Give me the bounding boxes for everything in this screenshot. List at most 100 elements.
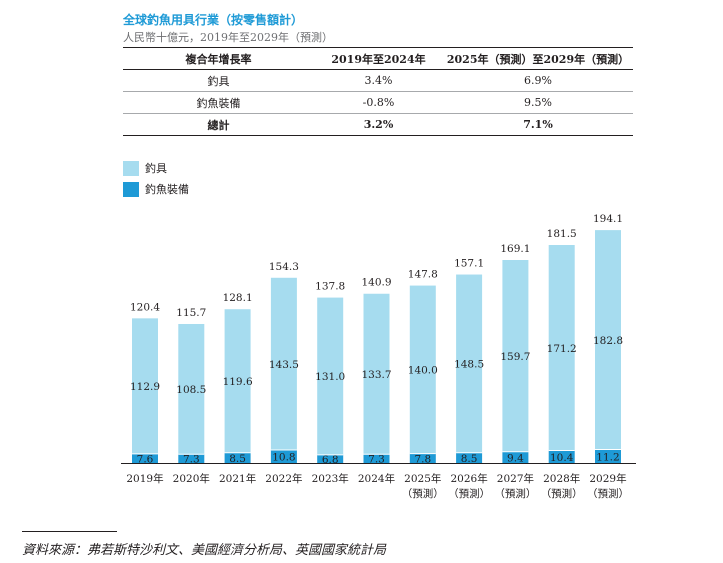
x-tick-label: 2024年 bbox=[358, 472, 395, 485]
data-label-tackle: 143.5 bbox=[269, 359, 299, 371]
data-label-equipment: 9.4 bbox=[507, 452, 524, 464]
bar-segment-tackle bbox=[224, 309, 251, 453]
bar-segment-equipment bbox=[363, 454, 390, 463]
bar-segment-equipment bbox=[178, 454, 205, 463]
bar-segment-equipment bbox=[502, 451, 529, 463]
cagr-table-header: 複合年增長率 2019年至2024年 2025年（預測）至2029年（預測） bbox=[123, 47, 633, 70]
bar-segment-tackle bbox=[317, 297, 344, 455]
x-tick-note: （預測） bbox=[402, 487, 444, 500]
cagr-forecast: 7.1% bbox=[443, 113, 633, 136]
table-row-total: 總計 3.2% 7.1% bbox=[123, 113, 633, 136]
x-tick-label: 2022年 bbox=[265, 472, 302, 485]
data-label-tackle: 108.5 bbox=[176, 384, 206, 396]
x-tick-note: （預測） bbox=[494, 487, 536, 500]
legend-swatch-tackle bbox=[123, 160, 139, 176]
bar-segment-tackle bbox=[363, 293, 390, 455]
x-tick-label: 2020年 bbox=[173, 472, 210, 485]
chart-title: 全球釣魚用具行業（按零售額計） bbox=[123, 13, 304, 27]
data-label-total: 137.8 bbox=[315, 281, 345, 293]
data-label-equipment: 10.8 bbox=[272, 452, 295, 464]
data-label-total: 154.3 bbox=[269, 261, 299, 273]
cagr-table: 複合年增長率 2019年至2024年 2025年（預測）至2029年（預測） 釣… bbox=[123, 47, 633, 136]
data-label-total: 181.5 bbox=[547, 228, 577, 240]
cagr-historical: 3.2% bbox=[314, 113, 443, 136]
row-label: 釣魚裝備 bbox=[123, 91, 314, 114]
bar-segment-tackle bbox=[595, 230, 621, 450]
cagr-historical: 3.4% bbox=[314, 69, 443, 92]
data-label-tackle: 171.2 bbox=[547, 343, 577, 355]
bar-segment-equipment bbox=[317, 454, 344, 463]
chart-legend: 釣具 釣魚裝備 bbox=[123, 160, 189, 202]
data-label-tackle: 148.5 bbox=[454, 359, 484, 371]
table-row: 釣魚裝備 -0.8% 9.5% bbox=[123, 91, 633, 114]
bar-segment-tackle bbox=[132, 318, 158, 454]
data-label-tackle: 182.8 bbox=[593, 335, 623, 347]
data-label-equipment: 8.5 bbox=[229, 453, 246, 465]
data-label-total: 120.4 bbox=[130, 301, 160, 313]
cagr-historical: -0.8% bbox=[314, 91, 443, 114]
x-tick-label: 2029年 bbox=[589, 472, 626, 485]
data-label-equipment: 8.5 bbox=[461, 453, 478, 465]
bar-segment-equipment bbox=[548, 450, 575, 463]
source-note: 資料來源：弗若斯特沙利文、美國經濟分析局、英國國家統計局 bbox=[22, 543, 387, 558]
bar-segment-tackle bbox=[409, 285, 436, 454]
data-label-equipment: 7.3 bbox=[368, 454, 385, 466]
x-tick-label: 2028年 bbox=[543, 472, 580, 485]
data-label-tackle: 131.0 bbox=[315, 371, 345, 383]
data-label-equipment: 6.8 bbox=[322, 454, 339, 466]
x-tick-note: （預測） bbox=[587, 487, 629, 500]
row-label: 釣具 bbox=[123, 69, 314, 92]
table-row: 釣具 3.4% 6.9% bbox=[123, 69, 633, 92]
bar-segment-equipment bbox=[224, 452, 251, 463]
data-label-tackle: 140.0 bbox=[408, 365, 438, 377]
data-label-total: 128.1 bbox=[223, 292, 253, 304]
data-label-tackle: 159.7 bbox=[500, 351, 530, 363]
legend-swatch-equipment bbox=[123, 181, 139, 197]
header-period-forecast: 2025年（預測）至2029年（預測） bbox=[443, 47, 633, 70]
x-tick-label: 2019年 bbox=[126, 472, 163, 485]
bar-segment-tackle bbox=[456, 274, 483, 453]
cagr-forecast: 9.5% bbox=[443, 91, 633, 114]
header-period-historical: 2019年至2024年 bbox=[314, 47, 443, 70]
legend-item-tackle: 釣具 bbox=[123, 160, 189, 176]
data-label-total: 140.9 bbox=[361, 277, 391, 289]
header-metric: 複合年增長率 bbox=[123, 47, 314, 70]
bar-segment-equipment bbox=[132, 453, 158, 463]
legend-label-equipment: 釣魚裝備 bbox=[145, 183, 189, 196]
bar-segment-tackle bbox=[502, 260, 529, 452]
x-tick-note: （預測） bbox=[448, 487, 490, 500]
data-label-equipment: 11.2 bbox=[596, 451, 619, 463]
data-label-equipment: 7.3 bbox=[183, 454, 200, 466]
data-label-total: 194.1 bbox=[593, 213, 623, 225]
bar-segment-equipment bbox=[270, 450, 297, 463]
bar-segment-equipment bbox=[595, 449, 621, 463]
x-tick-label: 2027年 bbox=[497, 472, 534, 485]
data-label-tackle: 119.6 bbox=[223, 376, 253, 388]
data-label-equipment: 7.8 bbox=[414, 453, 431, 465]
cagr-forecast: 6.9% bbox=[443, 69, 633, 92]
x-tick-label: 2023年 bbox=[312, 472, 349, 485]
data-label-equipment: 7.6 bbox=[137, 453, 154, 465]
data-label-equipment: 10.4 bbox=[550, 452, 574, 464]
chart-subtitle: 人民幣十億元，2019年至2029年（預測） bbox=[123, 31, 333, 44]
bar-segment-tackle bbox=[178, 323, 205, 455]
x-tick-label: 2025年 bbox=[404, 472, 441, 485]
data-label-total: 157.1 bbox=[454, 258, 484, 270]
bar-segment-equipment bbox=[409, 453, 436, 463]
data-label-total: 115.7 bbox=[176, 307, 206, 319]
data-label-tackle: 112.9 bbox=[130, 381, 160, 393]
bar-segment-tackle bbox=[270, 277, 297, 451]
bar-segment-tackle bbox=[548, 245, 575, 451]
bar-segment-equipment bbox=[456, 452, 483, 463]
x-tick-label: 2026年 bbox=[450, 472, 487, 485]
row-label: 總計 bbox=[123, 113, 314, 136]
data-label-tackle: 133.7 bbox=[361, 369, 391, 381]
x-tick-note: （預測） bbox=[541, 487, 583, 500]
source-rule bbox=[22, 531, 117, 532]
legend-item-equipment: 釣魚裝備 bbox=[123, 181, 189, 197]
data-label-total: 147.8 bbox=[408, 269, 438, 281]
data-label-total: 169.1 bbox=[500, 243, 530, 255]
x-tick-label: 2021年 bbox=[219, 472, 256, 485]
legend-label-tackle: 釣具 bbox=[145, 162, 167, 175]
